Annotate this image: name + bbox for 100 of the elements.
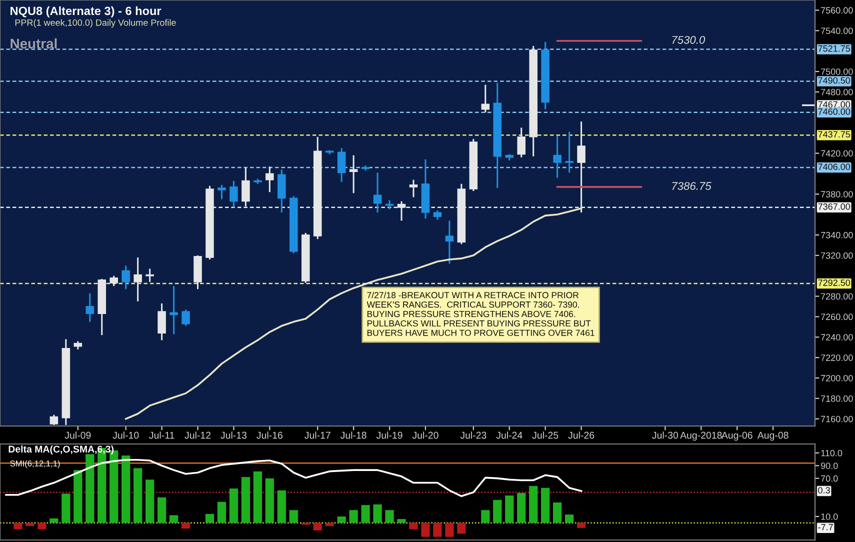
ref-line-label: 7490.50 xyxy=(818,77,850,84)
bar xyxy=(265,478,274,523)
ref-line-label: 7367.00 xyxy=(818,203,850,210)
annotation: 7386.75 xyxy=(672,182,712,190)
bar xyxy=(14,522,22,530)
candlestick xyxy=(134,256,142,302)
text: 0.3 xyxy=(818,487,830,494)
bar xyxy=(217,502,226,523)
candlestick xyxy=(86,292,94,323)
bar xyxy=(373,504,382,523)
y-tick-label: 10.0 xyxy=(821,513,838,520)
y-tick-label: 110.0 xyxy=(821,450,842,456)
bar xyxy=(481,510,490,523)
x-tick-label: Jul-19 xyxy=(376,432,402,439)
bar xyxy=(576,522,586,528)
y-tick-label: 7180.00 xyxy=(821,395,853,402)
y-tick-label: 7320.00 xyxy=(821,252,853,259)
bar xyxy=(50,518,58,523)
x-tick-label: Jul-18 xyxy=(340,432,366,439)
y-tick-label: 70.0 xyxy=(821,475,838,482)
candlestick xyxy=(517,126,526,158)
candlestick xyxy=(481,84,490,114)
y-tick-label: 7500.00 xyxy=(821,68,853,75)
bar xyxy=(241,477,250,523)
bar xyxy=(445,522,454,537)
ref-line-label: 7467.00 xyxy=(818,101,850,108)
y-tick-label: 7200.00 xyxy=(821,374,853,382)
bar xyxy=(289,510,298,523)
bar xyxy=(517,492,526,523)
bar xyxy=(146,480,154,523)
candlestick xyxy=(433,210,442,220)
candlestick xyxy=(218,184,226,200)
x-tick-label: Jul-11 xyxy=(149,432,174,439)
bar xyxy=(541,488,550,523)
x-tick-label: Jul-24 xyxy=(496,432,522,439)
bar xyxy=(409,522,418,530)
x-tick-label: Jul-20 xyxy=(412,432,438,439)
candlestick xyxy=(182,308,190,327)
x-tick-label: Jul-30 xyxy=(652,432,678,439)
candlestick xyxy=(50,414,58,426)
candlestick xyxy=(553,135,562,179)
bar xyxy=(277,490,286,523)
x-tick-label: Jul-13 xyxy=(220,432,247,439)
y-tick-label: 7560.00 xyxy=(821,7,853,14)
x-tick-label: Jul-17 xyxy=(304,432,330,439)
bar xyxy=(229,488,238,523)
bar xyxy=(385,510,394,523)
candlestick xyxy=(409,179,418,198)
x-tick-label: Jul-09 xyxy=(64,432,91,439)
candlestick xyxy=(170,285,178,335)
y-tick-label: 7220.00 xyxy=(821,354,853,361)
ref-line-label: 7292.50 xyxy=(818,280,850,286)
y-tick-label: 7160.00 xyxy=(821,416,853,422)
x-tick-label: Jul-23 xyxy=(460,432,486,439)
bar xyxy=(205,514,214,523)
y-tick-label: 7420.00 xyxy=(821,150,853,157)
y-tick-label: 7480.00 xyxy=(821,88,853,96)
bar xyxy=(62,494,70,523)
y-tick-label: 7240.00 xyxy=(821,334,853,340)
bar xyxy=(433,522,442,537)
bar xyxy=(421,522,430,537)
annotation: 7/27/18 -BREAKOUT WITH A RETRACE INTO PRIOR WEEK'S RANGES. CRITICAL SUPPORT 7360- 7390. BUYING PRESSURE STRENGTHENS ABOVE 7406. PULLBACKS WILL PRESENT BUYING PRESSURE BUT BUYERS HAVE MUCH TO PROVE GETTING OVER 7461 xyxy=(366,292,594,336)
candlestick xyxy=(445,220,454,264)
candlestick xyxy=(110,275,118,287)
text: NQU8 (Alternate 3) - 6 hour xyxy=(10,6,162,18)
bar xyxy=(26,522,34,526)
x-tick-label: Jul-12 xyxy=(184,432,211,439)
candlestick xyxy=(385,199,394,210)
y-tick-label: 7380.00 xyxy=(821,191,853,198)
bar xyxy=(553,502,562,523)
x-tick-label: Aug-08 xyxy=(757,432,788,441)
bar xyxy=(313,522,322,530)
x-tick-label: Jul-16 xyxy=(256,432,282,439)
bar xyxy=(86,454,94,523)
x-tick-label: Aug-2018 xyxy=(680,432,722,441)
bar xyxy=(122,455,130,523)
y-tick-label: 7260.00 xyxy=(821,314,853,320)
text: PPR(1 week,100.0) Daily Volume Profile xyxy=(15,19,176,28)
bar xyxy=(253,471,262,523)
bar xyxy=(325,522,334,526)
y-tick-label: 7540.00 xyxy=(821,28,853,34)
bar xyxy=(529,486,538,523)
annotation: 7530.0 xyxy=(672,36,706,44)
bar xyxy=(74,470,82,523)
x-tick-label: Jul-25 xyxy=(532,432,558,439)
bar xyxy=(134,468,142,523)
bar xyxy=(564,514,574,523)
x-tick-label: Jul-10 xyxy=(112,432,139,439)
bar xyxy=(169,515,178,523)
bar xyxy=(493,500,502,523)
candlestick xyxy=(373,172,382,214)
candlestick xyxy=(158,302,166,341)
candlestick xyxy=(565,131,574,174)
ref-line-label: 7406.00 xyxy=(818,164,850,170)
ref-line-label: 7521.75 xyxy=(818,45,850,52)
ref-line-label: 7460.00 xyxy=(818,108,850,115)
candlestick xyxy=(122,264,130,290)
x-tick-label: Aug-06 xyxy=(721,432,752,441)
bar xyxy=(337,516,346,523)
candlestick xyxy=(230,180,238,208)
